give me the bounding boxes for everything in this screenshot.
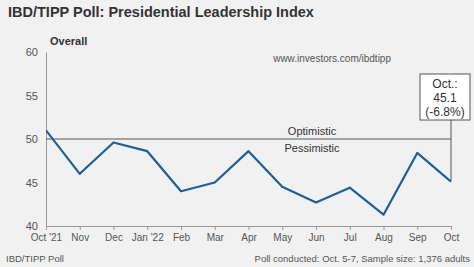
y-tick: 45: [26, 177, 46, 189]
callout-box: [420, 74, 470, 120]
data-line: [46, 130, 451, 214]
source-url: www.investors.com/ibdtipp: [272, 53, 391, 64]
x-tick-label: Nov: [71, 232, 89, 243]
y-tick-label: 50: [26, 133, 38, 145]
x-axis: Oct '21 Nov Dec Jan '22 Feb Mar Apr May Jun Jul Au…: [31, 226, 460, 243]
x-tick-mark: [451, 226, 452, 230]
x-tick-mark: [147, 226, 148, 230]
x-tick: Jan '22: [132, 226, 164, 243]
x-tick-mark: [80, 226, 81, 230]
x-tick: Oct '21: [31, 226, 63, 243]
y-tick-label: 45: [26, 177, 38, 189]
x-tick-mark: [384, 226, 385, 230]
x-tick: Jun: [308, 226, 324, 243]
background: [0, 0, 474, 267]
x-tick: Mar: [207, 226, 225, 243]
y-tick: 60: [26, 46, 46, 58]
x-tick-mark: [316, 226, 317, 230]
x-axis-line: [47, 227, 452, 231]
y-tick-label: 60: [26, 46, 38, 58]
callout-label: Oct.:: [432, 77, 457, 91]
callout-leader: [451, 120, 452, 182]
x-tick: Sep: [409, 226, 427, 243]
y-tick-label: 55: [26, 90, 38, 102]
title: IBD/TIPP Poll: Presidential Leadership I…: [8, 4, 314, 20]
reference-label-below: Pessimistic: [284, 142, 340, 154]
x-tick: Feb: [173, 226, 191, 243]
subtitle: Overall: [50, 35, 87, 47]
x-tick-label: Jan '22: [132, 232, 164, 243]
reference-line: [46, 139, 451, 140]
x-tick: Nov: [71, 226, 89, 243]
x-tick: Oct: [444, 226, 460, 243]
x-tick-mark: [417, 226, 418, 230]
x-tick: Apr: [241, 226, 257, 243]
x-tick: May: [273, 226, 292, 243]
plot-area: [46, 130, 451, 214]
source: IBD/TIPP Poll: [6, 253, 64, 264]
x-tick-label: Sep: [409, 232, 427, 243]
callout-change: (-6.8%): [425, 105, 464, 119]
x-tick-mark: [46, 226, 47, 230]
x-tick-mark: [181, 226, 182, 230]
y-tick: 50: [26, 133, 46, 145]
x-tick: Aug: [375, 226, 393, 243]
reference-label-above: Optimistic: [288, 125, 337, 137]
x-tick-label: Feb: [173, 232, 191, 243]
callout-value: 45.1: [433, 91, 457, 105]
y-tick-label: 40: [26, 220, 38, 232]
x-tick-label: Jun: [308, 232, 324, 243]
x-tick: Dec: [105, 226, 123, 243]
x-tick-mark: [114, 226, 115, 230]
x-tick-mark: [249, 226, 250, 230]
y-tick: 55: [26, 90, 46, 102]
x-tick-mark: [350, 226, 351, 230]
y-axis: 40 45 50 55 60: [26, 46, 47, 232]
note: Poll conducted: Oct. 5-7, Sample size: 1…: [255, 253, 471, 264]
x-tick-label: May: [273, 232, 292, 243]
x-tick-mark: [282, 226, 283, 230]
y-tick: 40: [26, 220, 46, 232]
x-tick-label: Oct: [444, 232, 460, 243]
x-tick-label: Aug: [375, 232, 393, 243]
x-tick: Jul: [344, 226, 357, 243]
x-tick-label: Oct '21: [31, 232, 63, 243]
x-tick-label: Dec: [105, 232, 123, 243]
x-tick-label: Apr: [241, 232, 257, 243]
x-tick-label: Mar: [207, 232, 225, 243]
x-tick-mark: [215, 226, 216, 230]
x-tick-label: Jul: [344, 232, 357, 243]
